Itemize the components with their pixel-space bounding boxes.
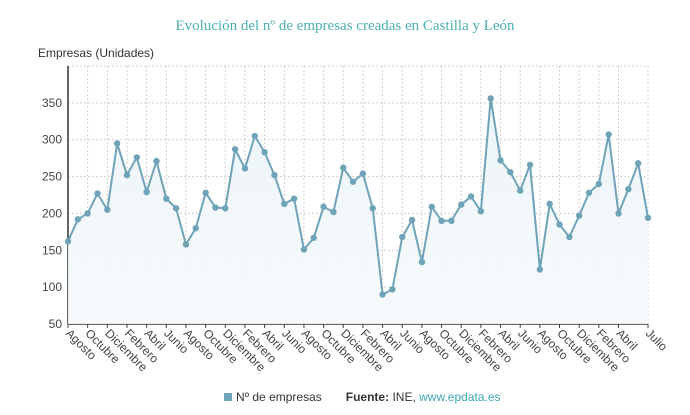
data-point [241,165,249,172]
data-point [261,149,268,156]
data-point [340,164,347,171]
data-point [113,140,121,147]
y-tick-label: 350 [42,96,62,110]
y-tick-label: 300 [42,133,62,147]
data-point [408,216,416,224]
y-tick-label: 50 [49,317,63,331]
legend-series-label[interactable]: Nº de empresas [236,390,322,404]
data-point [497,157,504,164]
data-point [379,291,386,298]
data-point [585,189,593,196]
data-point [231,146,239,153]
data-point [605,131,612,138]
data-point [575,212,583,219]
data-point [536,266,544,273]
data-point [595,180,603,188]
y-tick-label: 150 [42,243,62,257]
data-point [133,154,141,161]
data-point [349,178,357,185]
data-point [74,216,82,223]
data-point [182,241,190,248]
data-point [625,185,632,193]
data-point [281,200,288,208]
series-line [67,98,649,297]
data-point [251,132,258,140]
data-point [477,208,485,215]
data-point [290,195,298,202]
data-point [556,221,563,228]
data-point [566,233,573,241]
y-tick-label: 100 [42,280,62,294]
data-point [438,217,445,224]
data-point [369,205,376,212]
data-point [634,160,642,167]
data-point [300,246,308,253]
data-point [310,234,317,241]
y-tick-label: 250 [42,170,62,184]
data-point [418,258,426,266]
data-point [428,203,435,210]
data-point [84,210,91,217]
data-point [104,206,111,213]
data-point [202,189,209,196]
data-point [153,157,160,165]
data-point [644,214,652,222]
data-point [123,171,131,179]
data-point [507,168,514,176]
data-point [163,195,170,202]
series-area [68,98,648,324]
data-point [172,205,180,212]
x-tick-label: Julio [643,326,671,354]
data-point [546,200,553,208]
data-point [517,187,524,194]
y-tick-label: 200 [42,206,62,220]
data-point [143,188,150,196]
legend: Nº de empresas Fuente: INE, www.epdata.e… [224,390,501,404]
data-point [615,210,622,217]
data-point [271,171,278,179]
source-text: INE, [392,390,416,404]
data-point [64,238,72,245]
data-point [526,161,534,168]
data-point [389,286,396,293]
data-point [330,208,337,216]
data-point [399,233,406,241]
source-credit: Fuente: INE, www.epdata.es [346,390,501,404]
data-point [192,224,199,232]
data-point [222,205,229,212]
data-point [320,203,327,210]
data-point [448,217,455,224]
data-point [94,190,101,197]
legend-swatch [224,393,232,401]
data-point [212,204,219,211]
source-link[interactable]: www.epdata.es [419,390,501,404]
data-point [487,95,494,102]
data-point [467,193,475,200]
source-label: Fuente: [345,390,390,404]
data-point [359,170,367,177]
chart-title: Evolución del nº de empresas creadas en … [175,18,515,34]
data-point [458,201,465,208]
y-axis-label: Empresas (Unidades) [38,46,155,60]
